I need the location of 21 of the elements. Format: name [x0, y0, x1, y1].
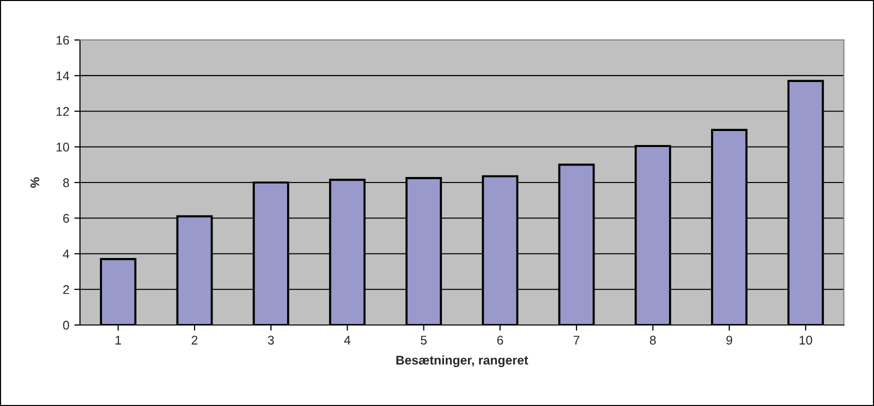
- x-tick-label: 2: [192, 336, 198, 344]
- y-tick-label: 10: [56, 142, 70, 152]
- x-tick-label: 7: [574, 336, 580, 344]
- x-tick-label: 10: [800, 336, 812, 345]
- x-axis-title: Besætninger, rangeret: [396, 355, 528, 368]
- x-tick-label: 5: [420, 336, 427, 345]
- y-axis-title: %: [30, 177, 40, 188]
- y-tick-label: 14: [56, 72, 70, 80]
- y-tick-label: 4: [62, 250, 70, 258]
- y-tick-label: 6: [63, 214, 70, 223]
- x-tick-label: 3: [268, 336, 274, 345]
- y-tick-label: 2: [63, 285, 69, 294]
- x-tick-label: 4: [344, 336, 350, 344]
- y-tick-label: 0: [63, 320, 70, 330]
- x-tick-label: 1: [116, 336, 122, 344]
- x-tick-label: 8: [650, 336, 656, 345]
- y-tick-label: 8: [63, 178, 70, 188]
- x-tick-label: 6: [497, 336, 504, 345]
- y-tick-label: 16: [56, 36, 70, 45]
- y-tick-label: 12: [56, 107, 69, 116]
- x-tick-label: 9: [726, 336, 732, 345]
